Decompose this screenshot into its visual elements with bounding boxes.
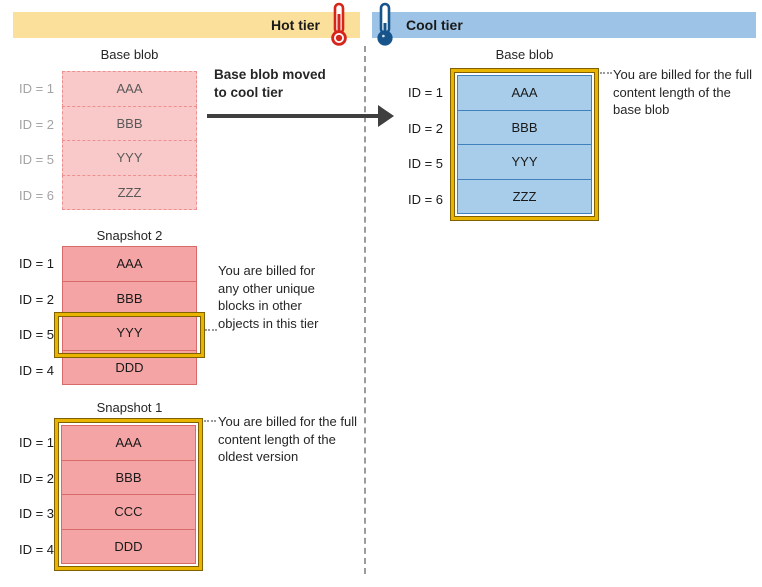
- block-cell: AAA: [457, 75, 592, 111]
- row-id-label: ID = 2: [18, 116, 54, 132]
- snapshot2-billing-note: You are billed for any other unique bloc…: [218, 263, 319, 331]
- block-cell: YYY: [62, 315, 197, 351]
- move-arrow-head-icon: [378, 105, 394, 127]
- block-stack: AAA BBB YYY ZZZ: [457, 75, 592, 214]
- block-cell: AAA: [61, 425, 196, 461]
- block-cell: ZZZ: [62, 174, 197, 210]
- snapshot1-note-connector: [204, 420, 216, 422]
- hot-tier-bar: Hot tier: [13, 12, 360, 38]
- row-id-label: ID = 6: [18, 187, 54, 203]
- stack-title: Base blob: [495, 47, 554, 62]
- block-stack: AAA BBB CCC DDD: [61, 425, 196, 564]
- row-id-label: ID = 5: [18, 152, 54, 168]
- block-cell: AAA: [62, 246, 197, 282]
- block-cell: BBB: [62, 105, 197, 141]
- block-cell: BBB: [457, 109, 592, 145]
- row-id-label: ID = 3: [18, 506, 54, 522]
- hot-base-blob-group: Base blob ID = 1 ID = 2 ID = 5 ID = 6 AA…: [8, 47, 208, 217]
- tier-separator-dashed-line: [364, 46, 366, 574]
- row-id-label: ID = 5: [407, 156, 443, 172]
- hot-tier-label: Hot tier: [271, 17, 320, 33]
- cool-tier-label: Cool tier: [406, 17, 463, 33]
- cool-base-blob-group: Base blob ID = 1 ID = 2 ID = 5 ID = 6 AA…: [395, 47, 610, 227]
- block-cell: ZZZ: [457, 178, 592, 214]
- row-id-label: ID = 1: [18, 256, 54, 272]
- row-id-label: ID = 2: [407, 120, 443, 136]
- snapshot1-group: Snapshot 1 ID = 1 ID = 2 ID = 3 ID = 4 A…: [8, 400, 218, 580]
- cool-tier-bar: Cool tier: [372, 12, 756, 38]
- row-id-label: ID = 4: [18, 541, 54, 557]
- block-stack: AAA BBB YYY DDD: [62, 246, 197, 385]
- row-id-label: ID = 6: [407, 191, 443, 207]
- thermometer-hot-icon: [331, 2, 347, 46]
- block-cell: CCC: [61, 494, 196, 530]
- thermometer-cold-icon: [377, 2, 393, 46]
- row-id-label: ID = 1: [18, 81, 54, 97]
- block-cell: YYY: [457, 144, 592, 180]
- move-to-cool-label: Base blob moved to cool tier: [214, 67, 326, 100]
- oldest-version-highlight-box: AAA BBB CCC DDD: [54, 418, 203, 571]
- block-cell: BBB: [61, 459, 196, 495]
- block-cell: DDD: [61, 528, 196, 564]
- block-stack: AAA BBB YYY ZZZ: [62, 71, 197, 210]
- snapshot1-billing-note: You are billed for the full content leng…: [218, 414, 358, 464]
- block-cell: YYY: [62, 140, 197, 176]
- block-cell: AAA: [62, 71, 197, 107]
- cool-base-billing-note: You are billed for the full content leng…: [613, 67, 753, 117]
- row-id-label: ID = 1: [18, 435, 54, 451]
- row-id-label: ID = 4: [18, 362, 54, 378]
- row-id-label: ID = 2: [18, 291, 54, 307]
- block-cell: BBB: [62, 280, 197, 316]
- stack-title: Base blob: [100, 47, 159, 62]
- row-id-label: ID = 2: [18, 470, 54, 486]
- stack-title: Snapshot 1: [96, 400, 163, 415]
- cool-base-note-connector: [600, 72, 612, 74]
- base-blob-highlight-box: AAA BBB YYY ZZZ: [450, 68, 599, 221]
- snapshot2-note-connector: [205, 329, 217, 331]
- snapshot2-group: Snapshot 2 ID = 1 ID = 2 ID = 5 ID = 4 A…: [8, 228, 218, 398]
- row-id-label: ID = 1: [407, 85, 443, 101]
- stack-title: Snapshot 2: [96, 228, 163, 243]
- row-id-label: ID = 5: [18, 327, 54, 343]
- move-arrow-line: [207, 114, 379, 118]
- block-cell: DDD: [62, 349, 197, 385]
